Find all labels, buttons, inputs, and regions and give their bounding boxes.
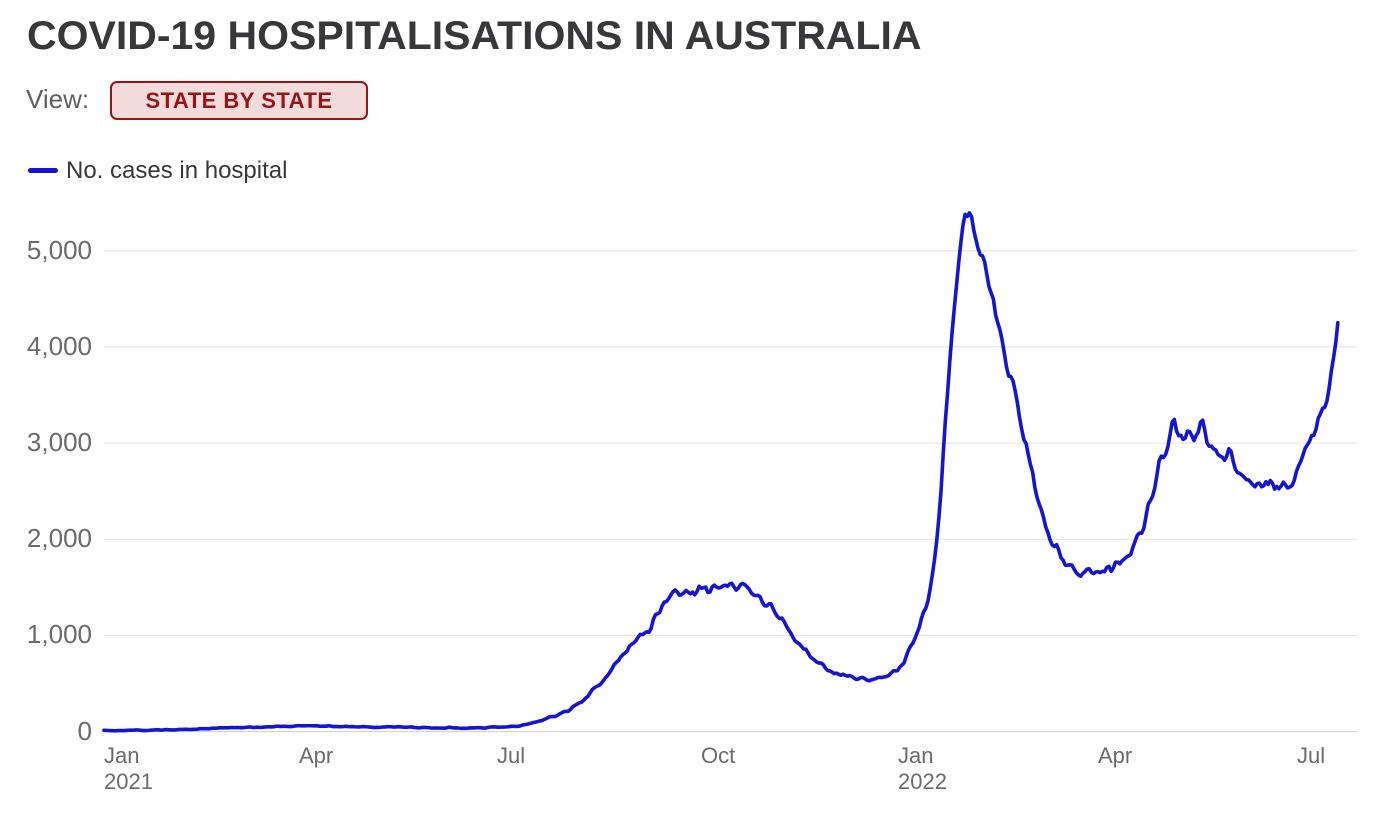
svg-text:1,000: 1,000 [27,619,92,649]
svg-text:Oct: Oct [701,743,735,768]
svg-text:Jan: Jan [104,743,139,768]
svg-text:5,000: 5,000 [27,235,92,265]
svg-text:Apr: Apr [1098,743,1132,768]
svg-text:2,000: 2,000 [27,523,92,553]
svg-text:2021: 2021 [104,769,153,794]
svg-text:Jan: Jan [898,743,933,768]
svg-text:Jul: Jul [497,743,525,768]
svg-text:Jul: Jul [1297,743,1325,768]
svg-text:2022: 2022 [898,769,947,794]
svg-text:0: 0 [78,716,92,746]
svg-text:4,000: 4,000 [27,331,92,361]
svg-text:Apr: Apr [299,743,333,768]
svg-text:3,000: 3,000 [27,427,92,457]
